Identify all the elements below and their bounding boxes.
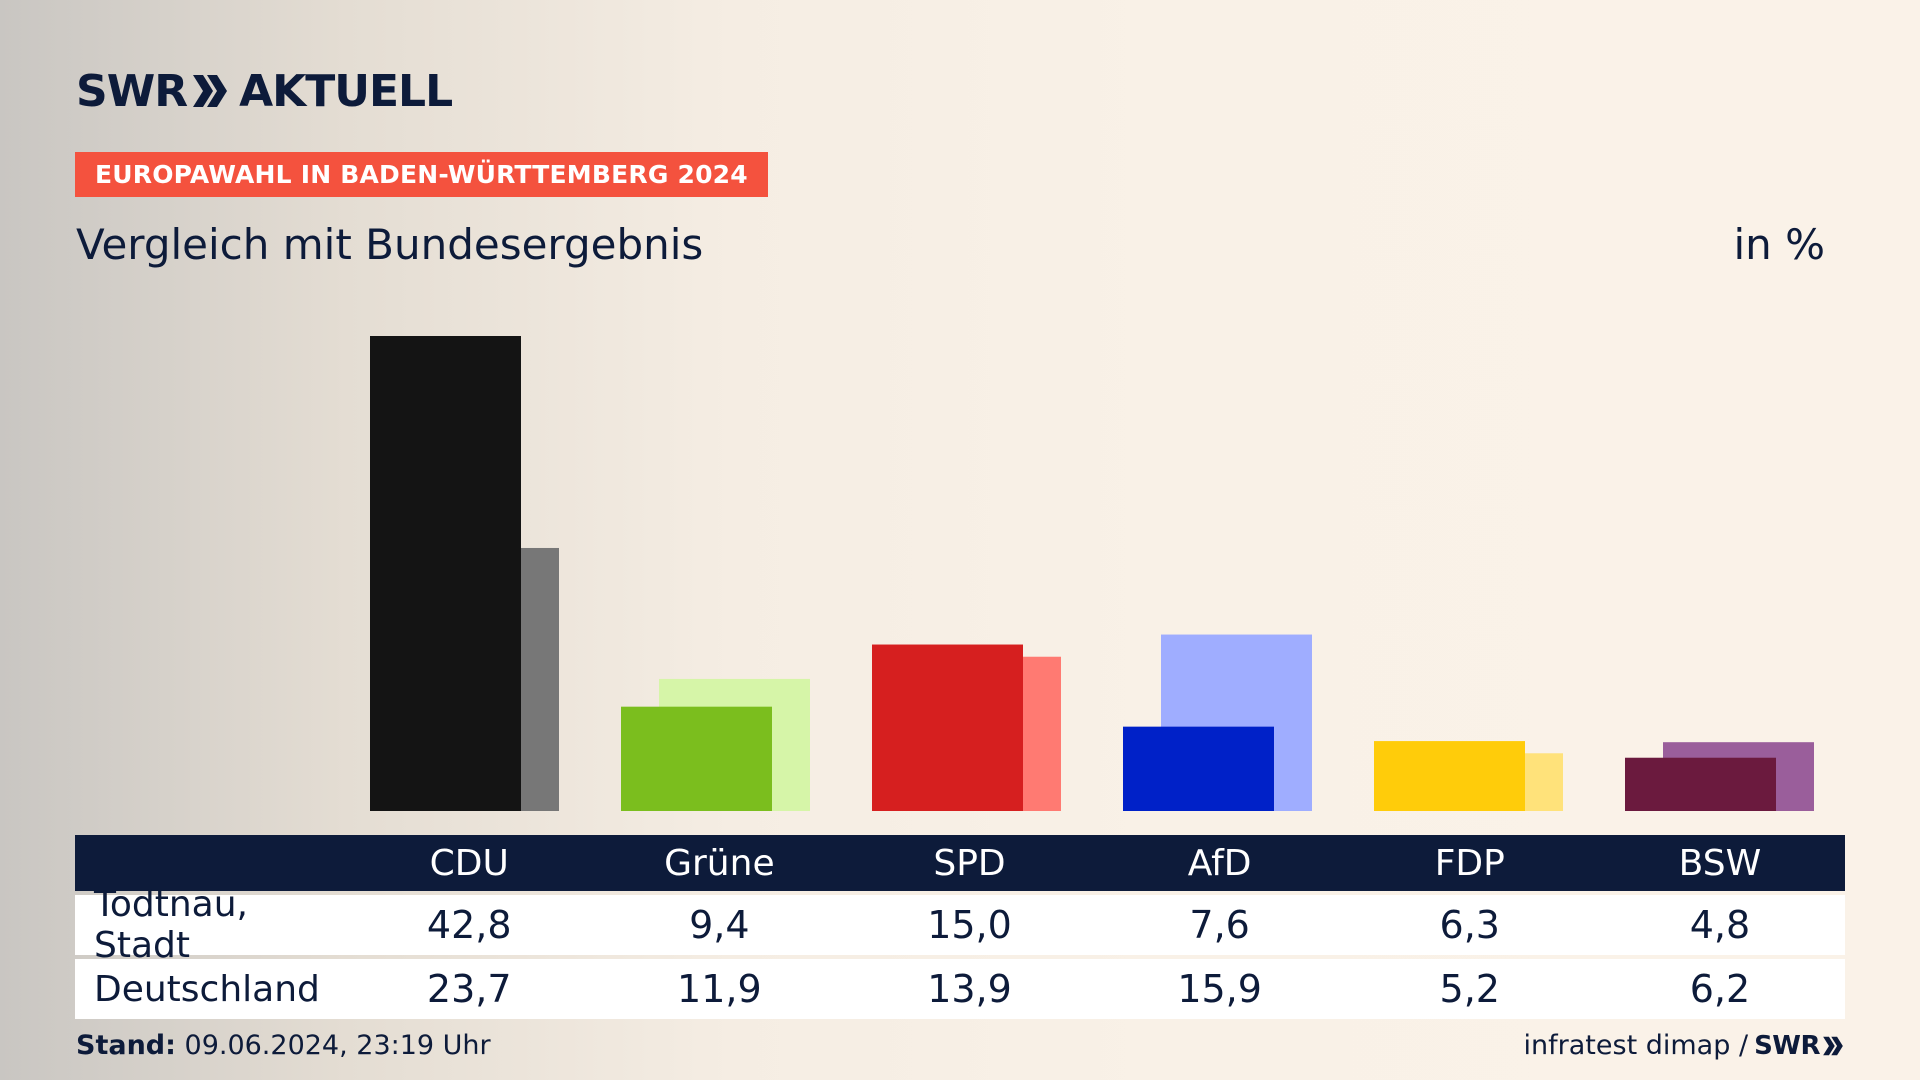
source-text: infratest dimap / xyxy=(1523,1030,1749,1061)
table-row: Deutschland 23,7 11,9 13,9 15,9 5,2 6,2 xyxy=(75,959,1845,1019)
row-label: Todtnau, Stadt xyxy=(94,884,249,966)
value-todtnau-stadt-spd: 15,0 xyxy=(927,903,1012,947)
value-todtnau-stadt-gr-ne: 9,4 xyxy=(689,903,750,947)
table-row: Todtnau, Stadt 42,8 9,4 15,0 7,6 6,3 4,8 xyxy=(75,884,1845,966)
value-deutschland-spd: 13,9 xyxy=(927,967,1012,1011)
footer-swr-logo: SWR xyxy=(1754,1030,1820,1061)
stand-label: Stand: xyxy=(76,1030,176,1061)
party-header-spd: SPD xyxy=(933,842,1006,884)
value-deutschland-gr-ne: 11,9 xyxy=(677,967,762,1011)
row-label: Deutschland xyxy=(94,968,320,1010)
stand-value: 09.06.2024, 23:19 Uhr xyxy=(184,1030,491,1061)
party-header-gr-ne: Grüne xyxy=(664,842,775,884)
bar-todtnau-bsw xyxy=(1625,757,1776,811)
bar-todtnau-spd xyxy=(872,644,1023,811)
results-table: CDU Grüne SPD AfD FDP BSW Todtnau, Stadt 42,8… xyxy=(75,835,1845,1019)
bar-todtnau-cdu xyxy=(370,336,521,811)
logo-aktuell-text: AKTUELL xyxy=(239,65,453,117)
party-header-bsw: BSW xyxy=(1678,842,1762,884)
value-todtnau-stadt-cdu: 42,8 xyxy=(426,903,512,947)
value-deutschland-fdp: 5,2 xyxy=(1439,967,1500,1011)
party-header-afd: AfD xyxy=(1187,842,1252,884)
source-credit: infratest dimap / SWR xyxy=(1524,1030,1844,1061)
logo-swr-text: SWR xyxy=(76,65,188,117)
value-deutschland-bsw: 6,2 xyxy=(1689,967,1751,1011)
unit-label: in % xyxy=(1733,220,1825,269)
table-header: CDU Grüne SPD AfD FDP BSW xyxy=(75,835,1845,891)
value-todtnau-stadt-fdp: 6,3 xyxy=(1439,903,1500,947)
bar-todtnau-gr-ne xyxy=(621,706,772,811)
value-deutschland-cdu: 23,7 xyxy=(426,967,512,1011)
party-header-cdu: CDU xyxy=(429,842,509,884)
swr-aktuell-logo: SWR AKTUELL xyxy=(76,65,453,117)
value-todtnau-stadt-afd: 7,6 xyxy=(1189,903,1250,947)
value-todtnau-stadt-bsw: 4,8 xyxy=(1689,903,1751,947)
election-tag: EUROPAWAHL IN BADEN-WÜRTTEMBERG 2024 xyxy=(75,152,768,197)
bar-todtnau-fdp xyxy=(1374,741,1525,811)
double-chevron-icon xyxy=(1823,1036,1843,1055)
chart-subtitle: Vergleich mit Bundesergebnis xyxy=(76,220,704,269)
party-header-fdp: FDP xyxy=(1434,842,1505,884)
double-chevron-icon xyxy=(193,75,228,107)
bar-chart xyxy=(370,336,1814,811)
value-deutschland-afd: 15,9 xyxy=(1177,967,1262,1011)
bar-todtnau-afd xyxy=(1123,726,1274,811)
timestamp: Stand: 09.06.2024, 23:19 Uhr xyxy=(76,1030,491,1061)
